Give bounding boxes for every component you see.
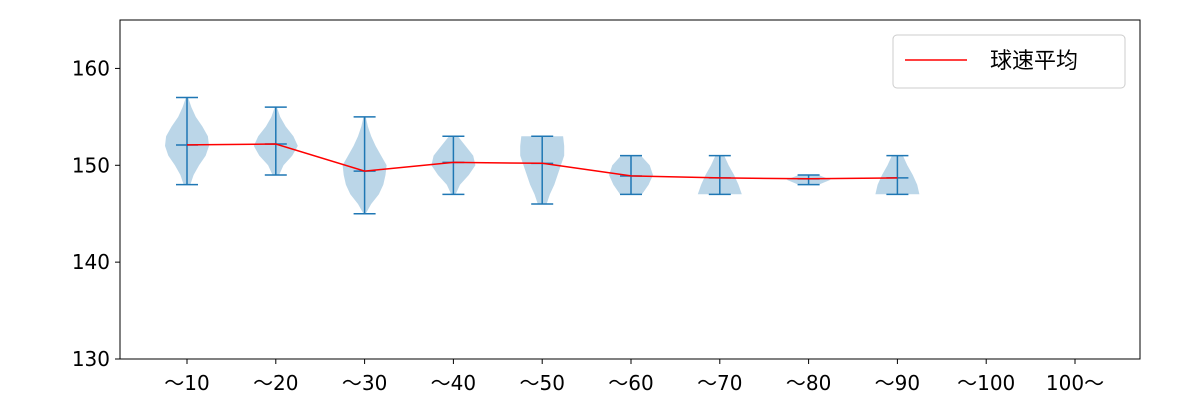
x-tick-label-1: ～20 [253, 371, 298, 395]
y-tick-label-1: 140 [72, 250, 110, 274]
y-tick-label-3: 160 [72, 56, 110, 80]
legend-label: 球速平均 [990, 49, 1078, 74]
x-tick-label-7: ～80 [786, 371, 831, 395]
x-tick-label-6: ～70 [697, 371, 742, 395]
mean-line-group [186, 143, 898, 180]
legend-box [892, 34, 1126, 89]
x-tick-label-5: ～60 [608, 371, 653, 395]
x-tick-label-0: ～10 [164, 371, 209, 395]
x-tick-label-4: ～50 [519, 371, 564, 395]
x-tick-label-2: ～30 [342, 371, 387, 395]
x-tick-label-10: 100～ [1046, 371, 1104, 395]
plot-frame [119, 19, 1141, 360]
x-tick-label-8: ～90 [875, 371, 920, 395]
x-axis: ～10 ～20 ～30 ～40 ～50 ～60 ～70 ～80 ～90 ～100 100～ [164, 359, 1104, 395]
legend: 球速平均 [892, 34, 1126, 89]
y-tick-label-0: 130 [72, 347, 110, 371]
mean-series-line [186, 143, 898, 180]
y-tick-label-2: 150 [72, 153, 110, 177]
x-tick-label-9: ～100 [957, 371, 1015, 395]
x-tick-label-3: ～40 [431, 371, 476, 395]
y-axis: 130 140 150 160 [72, 56, 120, 371]
